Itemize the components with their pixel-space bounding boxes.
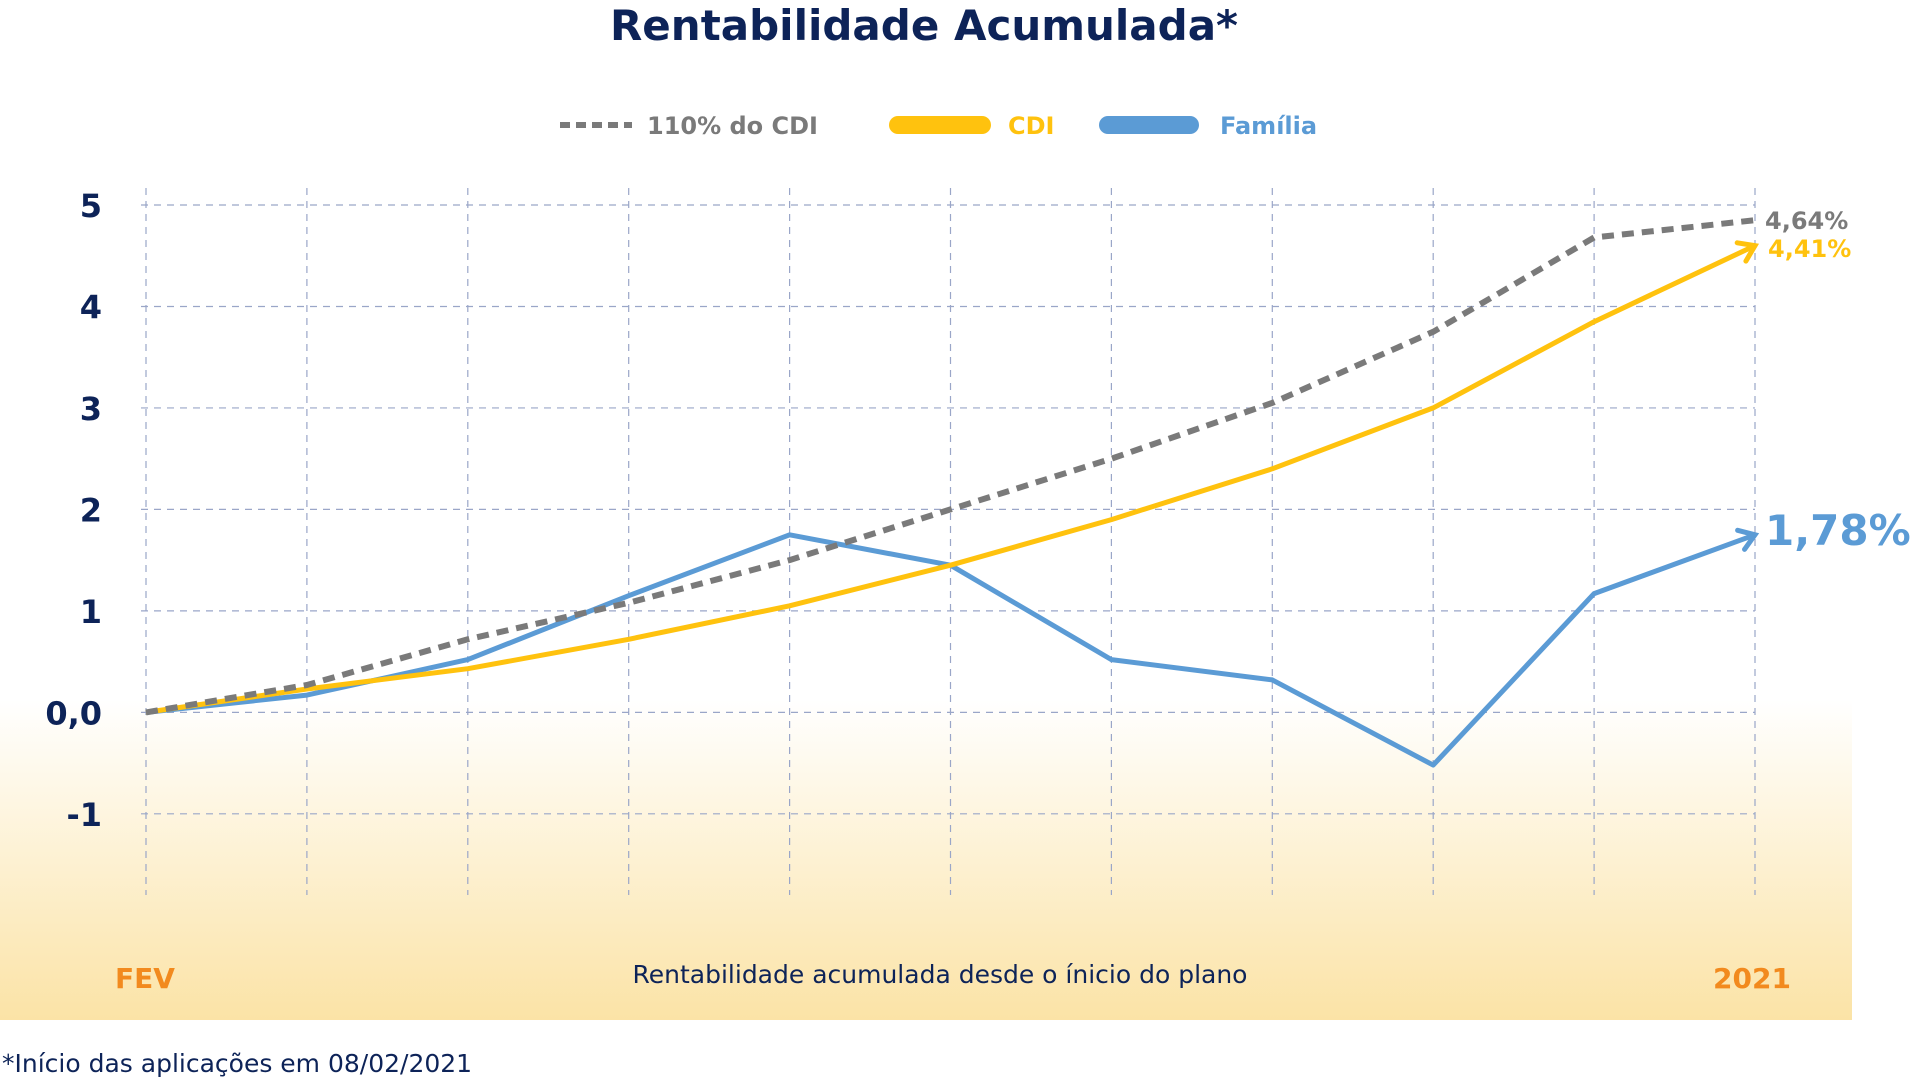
chart-background-fill (0, 700, 1852, 1020)
series-line (145, 217, 1756, 716)
y-tick-label: 0,0 (45, 694, 102, 732)
series-end-label: 4,64% (1765, 207, 1848, 235)
series-group (145, 217, 1760, 768)
legend: 110% do CDI CDI Família (560, 112, 1317, 140)
series-arrowhead (1735, 527, 1760, 552)
series-end-label: 1,78% (1765, 506, 1911, 555)
y-tick-label: 4 (80, 288, 102, 326)
y-axis-ticks: -1 0,0 1 2 3 4 5 (45, 187, 102, 834)
chart-title: Rentabilidade Acumulada* (610, 1, 1238, 50)
y-tick-label: 2 (80, 491, 102, 529)
legend-label: Família (1220, 112, 1317, 140)
grid (141, 188, 1756, 895)
y-tick-label: 3 (80, 390, 102, 428)
y-tick-label: -1 (66, 796, 102, 834)
series-end-label: 4,41% (1768, 235, 1851, 263)
y-tick-label: 5 (80, 187, 102, 225)
x-edge-label-start: FEV (115, 962, 175, 995)
legend-label: CDI (1008, 112, 1054, 140)
end-labels: 4,64%4,41% 1,78% (1765, 207, 1911, 555)
series-line (145, 243, 1757, 715)
legend-label: 110% do CDI (647, 112, 818, 140)
series-arrowhead (1734, 240, 1760, 264)
footnote: *Início das aplicações em 08/02/2021 (2, 1049, 472, 1078)
x-edge-label-end: 2021 (1713, 962, 1791, 995)
chart-subtitle: Rentabilidade acumulada desde o ínicio d… (633, 960, 1248, 989)
y-tick-label: 1 (80, 593, 102, 631)
